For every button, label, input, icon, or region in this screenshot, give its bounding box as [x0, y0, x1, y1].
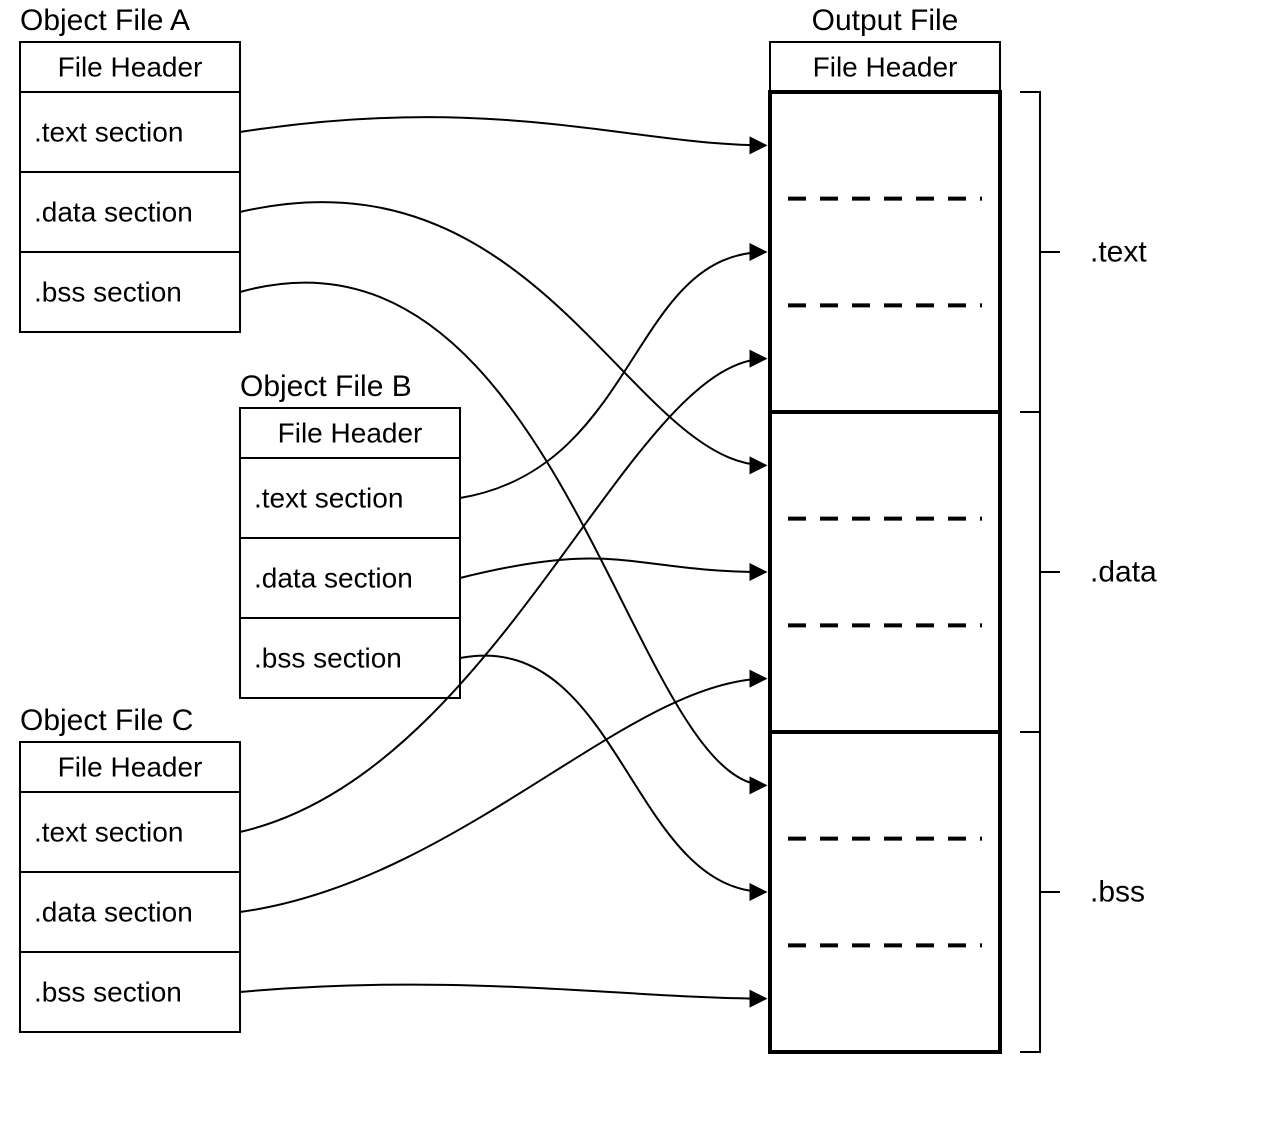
bracket-1 — [1020, 412, 1060, 732]
arrow-B-2-to-out-2-1 — [460, 656, 766, 892]
file-A-section-0: .text section — [34, 117, 183, 148]
file-C-title: Object File C — [20, 704, 193, 737]
file-B-section-1: .data section — [254, 563, 413, 594]
output-body — [770, 92, 1000, 1052]
file-B-section-0: .text section — [254, 483, 403, 514]
arrow-B-0-to-out-0-1 — [460, 252, 766, 498]
arrow-C-1-to-out-1-2 — [240, 679, 766, 912]
file-B-section-2: .bss section — [254, 643, 402, 674]
file-C-section-0: .text section — [34, 817, 183, 848]
file-A-section-1: .data section — [34, 197, 193, 228]
bracket-label-2: .bss — [1090, 876, 1145, 909]
arrow-B-1-to-out-1-1 — [460, 559, 766, 578]
linker-diagram: Object File A File Header .text section .da… — [0, 0, 1266, 1146]
bracket-label-1: .data — [1090, 556, 1157, 589]
bracket-label-0: .text — [1090, 236, 1147, 269]
file-A-section-2: .bss section — [34, 277, 182, 308]
file-A-header: File Header — [58, 52, 203, 83]
file-C-header: File Header — [58, 752, 203, 783]
output-title: Output File — [812, 4, 959, 37]
bracket-0 — [1020, 92, 1060, 412]
file-C-section-1: .data section — [34, 897, 193, 928]
output-header: File Header — [813, 52, 958, 83]
arrow-A-0-to-out-0-0 — [240, 117, 766, 145]
file-A-title: Object File A — [20, 4, 190, 37]
arrow-C-2-to-out-2-2 — [240, 985, 766, 999]
bracket-2 — [1020, 732, 1060, 1052]
file-C-section-2: .bss section — [34, 977, 182, 1008]
file-B-title: Object File B — [240, 370, 412, 403]
arrow-A-2-to-out-2-0 — [240, 283, 766, 786]
file-B-header: File Header — [278, 418, 423, 449]
